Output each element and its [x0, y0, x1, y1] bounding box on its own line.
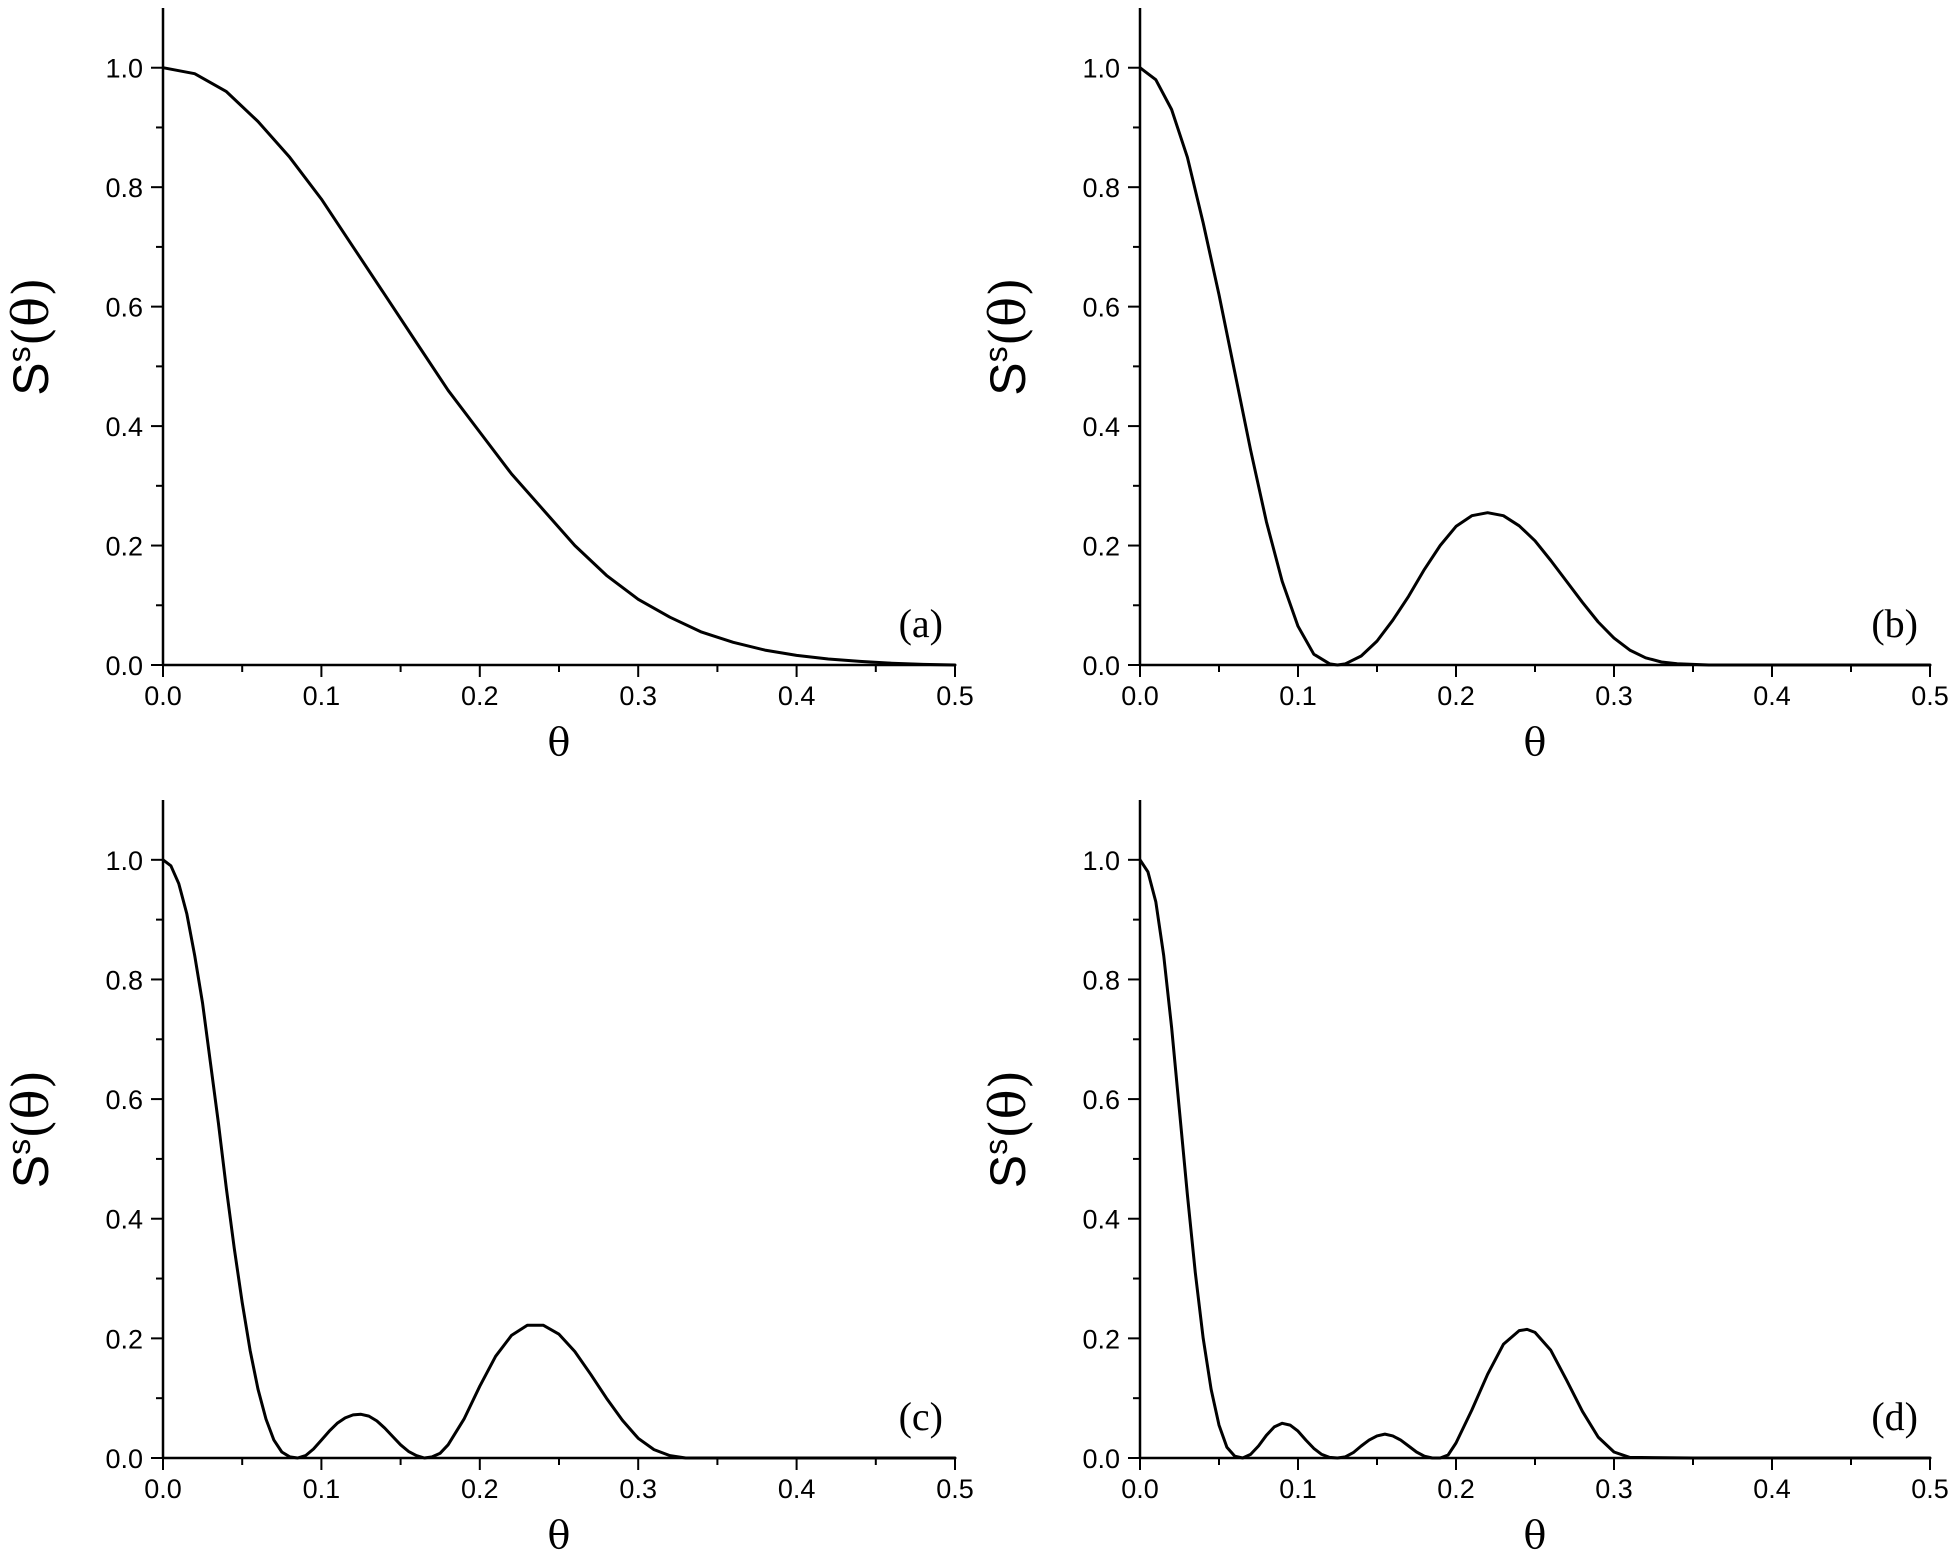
- y-axis-title-main-d: S: [980, 1155, 1036, 1188]
- panel-label-b: (b): [1871, 601, 1918, 646]
- y-axis-title-arg-d: (θ): [979, 1070, 1037, 1139]
- x-tick-label-d: 0.1: [1279, 1474, 1317, 1504]
- series-line-c: [161, 858, 957, 1460]
- x-tick-label-b: 0.0: [1121, 681, 1159, 711]
- y-axis-title-c: Ss(θ): [1, 1070, 60, 1188]
- y-tick-label-c: 0.2: [105, 1324, 143, 1354]
- y-tick-label-d: 0.4: [1082, 1205, 1120, 1235]
- y-tick-label-c: 0.4: [105, 1205, 143, 1235]
- series-line-b: [1138, 66, 1932, 667]
- y-tick-label-d: 1.0: [1082, 846, 1120, 876]
- y-axis-title-arg-b: (θ): [979, 277, 1037, 346]
- panel-b: 0.0 0.1 0.2 0.3 0.4 0.50.00.20.40.60.81.0θSs(…: [978, 8, 1949, 764]
- y-tick-label-a: 0.8: [105, 173, 143, 203]
- y-tick-label-d: 0.0: [1082, 1444, 1120, 1474]
- y-tick-label-c: 1.0: [105, 846, 143, 876]
- y-tick-label-b: 0.4: [1082, 412, 1120, 442]
- panel-label-a: (a): [899, 601, 943, 646]
- x-tick-label-c: 0.5: [936, 1474, 974, 1504]
- x-tick-label-a: 0.4: [778, 681, 816, 711]
- panel-a: 0.0 0.1 0.2 0.3 0.4 0.50.00.20.40.60.81.0θSs(…: [1, 8, 974, 764]
- y-tick-label-c: 0.8: [105, 965, 143, 995]
- y-axis-title-main-c: S: [3, 1155, 59, 1188]
- y-axis-title-sup-d: s: [978, 1139, 1014, 1155]
- x-axis-title-a: θ: [548, 720, 571, 764]
- x-tick-label-d: 0.2: [1437, 1474, 1475, 1504]
- y-tick-label-b: 0.0: [1082, 651, 1120, 681]
- x-tick-label-a: 0.5: [936, 681, 974, 711]
- y-axis-title-arg-c: (θ): [2, 1070, 60, 1139]
- x-tick-label-b: 0.5: [1911, 681, 1949, 711]
- y-axis-title-d: Ss(θ): [978, 1070, 1037, 1188]
- y-axis-title-sup-a: s: [1, 346, 37, 362]
- panel-label-c: (c): [899, 1394, 943, 1439]
- x-tick-label-c: 0.2: [461, 1474, 499, 1504]
- y-tick-label-c: 0.0: [105, 1444, 143, 1474]
- x-tick-label-c: 0.1: [303, 1474, 341, 1504]
- y-axis-title-b: Ss(θ): [978, 277, 1037, 395]
- x-tick-label-a: 0.0: [144, 681, 182, 711]
- x-tick-label-d: 0.0: [1121, 1474, 1159, 1504]
- x-tick-label-c: 0.0: [144, 1474, 182, 1504]
- x-tick-label-b: 0.4: [1753, 681, 1791, 711]
- y-axis-title-sup-b: s: [978, 346, 1014, 362]
- y-tick-label-a: 0.6: [105, 293, 143, 323]
- y-axis-title-a: Ss(θ): [1, 277, 60, 395]
- panel-label-d: (d): [1871, 1394, 1918, 1439]
- y-axis-title-sup-c: s: [1, 1139, 37, 1155]
- x-tick-label-c: 0.3: [619, 1474, 657, 1504]
- x-axis-title-d: θ: [1524, 1513, 1547, 1557]
- y-axis-title-main-b: S: [980, 362, 1036, 395]
- x-tick-label-d: 0.5: [1911, 1474, 1949, 1504]
- y-axis-title-main-a: S: [3, 362, 59, 395]
- x-tick-label-b: 0.3: [1595, 681, 1633, 711]
- y-tick-label-d: 0.2: [1082, 1324, 1120, 1354]
- x-tick-label-d: 0.4: [1753, 1474, 1791, 1504]
- y-tick-label-d: 0.8: [1082, 965, 1120, 995]
- series-line-a: [161, 66, 957, 667]
- x-tick-label-a: 0.2: [461, 681, 499, 711]
- y-tick-label-b: 0.2: [1082, 532, 1120, 562]
- x-tick-label-d: 0.3: [1595, 1474, 1633, 1504]
- series-line-d: [1138, 858, 1932, 1460]
- x-axis-title-c: θ: [548, 1513, 571, 1557]
- x-tick-label-b: 0.2: [1437, 681, 1475, 711]
- y-tick-label-b: 0.6: [1082, 293, 1120, 323]
- y-axis-title-arg-a: (θ): [2, 277, 60, 346]
- x-tick-label-a: 0.3: [619, 681, 657, 711]
- x-tick-label-a: 0.1: [303, 681, 341, 711]
- x-tick-label-b: 0.1: [1279, 681, 1317, 711]
- panel-d: 0.0 0.1 0.2 0.3 0.4 0.50.00.20.40.60.81.0θSs(…: [978, 800, 1949, 1557]
- y-tick-label-b: 1.0: [1082, 54, 1120, 84]
- y-tick-label-b: 0.8: [1082, 173, 1120, 203]
- x-axis-title-b: θ: [1524, 720, 1547, 764]
- y-tick-label-a: 1.0: [105, 54, 143, 84]
- y-tick-label-d: 0.6: [1082, 1085, 1120, 1115]
- x-tick-label-c: 0.4: [778, 1474, 816, 1504]
- y-tick-label-a: 0.4: [105, 412, 143, 442]
- y-tick-label-c: 0.6: [105, 1085, 143, 1115]
- panel-c: 0.0 0.1 0.2 0.3 0.4 0.50.00.20.40.60.81.0θSs(…: [1, 800, 974, 1557]
- y-tick-label-a: 0.2: [105, 532, 143, 562]
- y-tick-label-a: 0.0: [105, 651, 143, 681]
